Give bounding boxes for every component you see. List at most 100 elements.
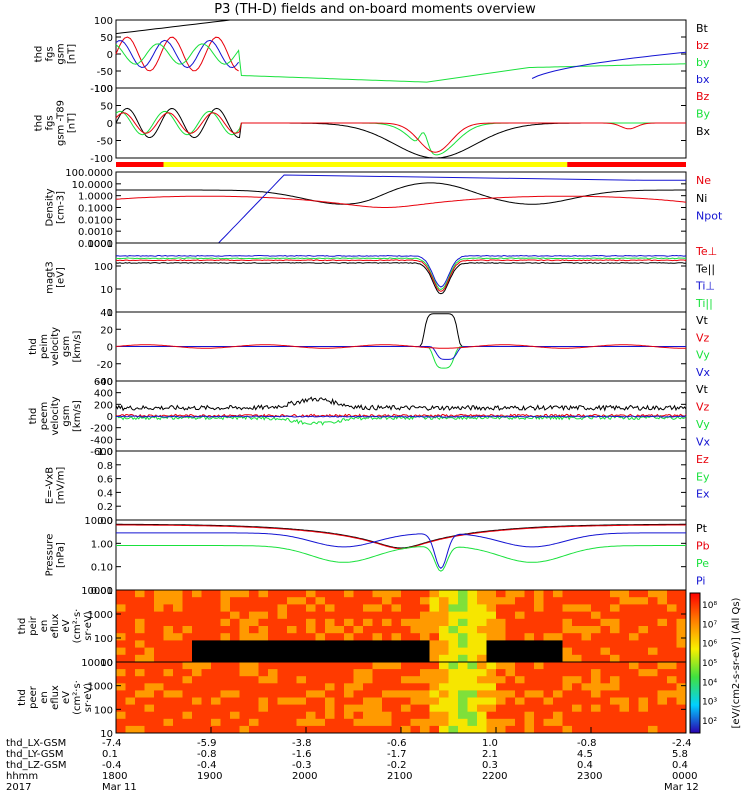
heatmap-cell xyxy=(467,704,478,713)
heatmap-cell xyxy=(496,697,506,706)
heatmap-cell xyxy=(363,690,373,698)
series-temp-black xyxy=(115,262,687,295)
heatmap-cell xyxy=(391,611,402,620)
heatmap-cell xyxy=(543,618,554,627)
heatmap-cell xyxy=(363,626,373,634)
heatmap-cell xyxy=(182,626,193,634)
heatmap-cell xyxy=(515,718,525,727)
heatmap-cell xyxy=(572,604,582,613)
heatmap-cell xyxy=(638,654,649,663)
legend-entry: Pt xyxy=(696,522,708,535)
heatmap-cell xyxy=(239,654,250,663)
heatmap-cell xyxy=(619,597,630,605)
heatmap-cell xyxy=(325,611,335,620)
panel-frame xyxy=(115,242,687,313)
heatmap-cell xyxy=(353,676,364,684)
heatmap-cell xyxy=(524,597,535,605)
mode-bar-segment xyxy=(163,162,568,167)
heatmap-cell xyxy=(258,590,269,598)
y-axis-label: [cm-3] xyxy=(56,191,67,224)
heatmap-cell xyxy=(657,704,668,713)
heatmap-cell xyxy=(524,633,535,641)
heatmap-cell xyxy=(372,718,383,727)
heatmap-cell xyxy=(258,597,269,605)
heatmap-cell xyxy=(192,711,202,720)
heatmap-cell xyxy=(610,718,620,727)
heatmap-cell xyxy=(429,669,440,677)
y-axis-label: fgs xyxy=(45,46,56,61)
heatmap-cell xyxy=(629,725,639,734)
heatmap-cell xyxy=(201,618,212,627)
heatmap-cell xyxy=(306,618,316,627)
heatmap-cell xyxy=(163,725,174,734)
ephemeris-value: -5.9 xyxy=(197,738,217,749)
heatmap-cell xyxy=(553,690,563,698)
ephemeris-label: thd_LX-GSM xyxy=(6,738,67,749)
heatmap-cell xyxy=(581,640,592,649)
heatmap-cell xyxy=(534,611,544,620)
heatmap-cell xyxy=(410,640,421,649)
heatmap-cell xyxy=(144,618,155,627)
heatmap-cell xyxy=(353,697,364,706)
heatmap-cell xyxy=(543,704,554,713)
heatmap-cell xyxy=(591,669,601,677)
series-bx xyxy=(115,107,686,159)
heatmap-cell xyxy=(458,640,468,649)
heatmap-cell xyxy=(676,611,687,620)
heatmap-cell xyxy=(277,725,288,734)
heatmap-cell xyxy=(429,590,440,598)
heatmap-cell xyxy=(667,718,677,727)
heatmap-cell xyxy=(382,711,392,720)
heatmap-cell xyxy=(144,669,155,677)
heatmap-cell xyxy=(230,611,240,620)
heatmap-cell xyxy=(192,704,202,713)
y-tick-label: 1.0 xyxy=(97,447,113,458)
y-axis-label: peem xyxy=(39,402,50,430)
heatmap-cell xyxy=(676,647,687,656)
heatmap-cell xyxy=(372,611,383,620)
heatmap-cell xyxy=(562,725,573,734)
heatmap-cell xyxy=(562,611,573,620)
legend-entry: Vz xyxy=(696,331,710,344)
legend-entry: Pb xyxy=(696,540,710,553)
heatmap-cell xyxy=(467,604,478,613)
heatmap-cell xyxy=(448,597,459,605)
heatmap-cell xyxy=(391,633,402,641)
heatmap-cell xyxy=(439,704,449,713)
heatmap-cell xyxy=(439,676,449,684)
heatmap-cell xyxy=(268,590,278,598)
y-axis-label: magt3 xyxy=(45,261,56,294)
heatmap-cell xyxy=(363,647,373,656)
heatmap-cell xyxy=(277,640,288,649)
heatmap-cell xyxy=(572,647,582,656)
y-tick-label: 0.8 xyxy=(97,461,113,472)
ephemeris-value: 0.3 xyxy=(482,760,498,771)
heatmap-cell xyxy=(306,725,316,734)
heatmap-cell xyxy=(344,618,354,627)
heatmap-cell xyxy=(391,683,402,691)
heatmap-cell xyxy=(562,697,573,706)
heatmap-cell xyxy=(458,683,468,691)
heatmap-cell xyxy=(486,711,497,720)
heatmap-cell xyxy=(372,618,383,627)
heatmap-cell xyxy=(477,647,487,656)
y-axis-label: thd xyxy=(17,689,28,706)
heatmap-cell xyxy=(629,669,639,677)
heatmap-cell xyxy=(334,697,345,706)
heatmap-cell xyxy=(676,690,687,698)
colorbar-tick-label: 10² xyxy=(702,717,717,727)
heatmap-cell xyxy=(477,676,487,684)
series-bx xyxy=(115,39,239,69)
heatmap-cell xyxy=(515,669,525,677)
heatmap-cell xyxy=(420,633,430,641)
series-vy xyxy=(116,346,686,369)
heatmap-cell xyxy=(372,597,383,605)
heatmap-cell xyxy=(116,697,126,706)
heatmap-cell xyxy=(562,718,573,727)
heatmap-cell xyxy=(477,711,487,720)
series-pi xyxy=(116,532,686,569)
heatmap-cell xyxy=(562,662,573,670)
heatmap-cell xyxy=(125,662,136,670)
heatmap-cell xyxy=(287,662,297,670)
heatmap-cell xyxy=(638,590,649,598)
